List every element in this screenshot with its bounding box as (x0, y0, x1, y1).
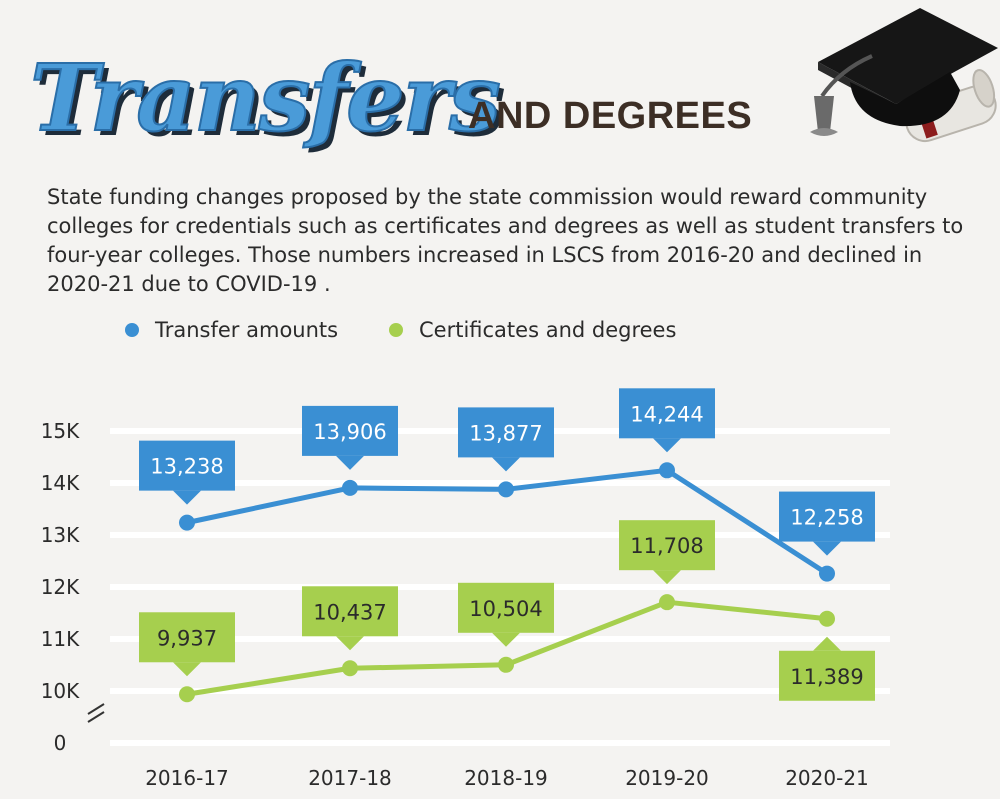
legend-label-transfer: Transfer amounts (155, 318, 339, 342)
data-label-box (779, 650, 875, 701)
data-label: 13,238 (150, 455, 223, 479)
data-label: 13,877 (469, 421, 542, 445)
x-tick-label: 2019-20 (625, 766, 709, 790)
legend-item-certificates: Certificates and degrees (389, 318, 676, 342)
data-point (498, 481, 514, 498)
data-label-pointer (653, 570, 681, 585)
y-tick-label: 0 (54, 731, 67, 755)
data-label-box (619, 520, 715, 571)
data-label: 11,708 (630, 534, 703, 558)
data-point (342, 660, 358, 677)
data-label: 12,258 (790, 506, 863, 530)
legend-dot-transfer (125, 323, 139, 337)
data-label-callout: 11,708 (619, 520, 715, 585)
data-point (179, 514, 195, 531)
data-label: 13,906 (313, 420, 386, 444)
data-labels: 13,238 13,906 13,877 14,244 12,258 9,937 10,43… (139, 388, 875, 701)
y-tick-label: 10K (41, 679, 80, 703)
data-label-pointer (653, 438, 681, 453)
graduation-cap-icon (810, 8, 998, 136)
data-label-callout: 10,437 (302, 586, 398, 651)
data-label-box (619, 388, 715, 439)
data-label: 9,937 (157, 626, 217, 650)
legend-item-transfer: Transfer amounts (125, 318, 338, 342)
title-sub: AND DEGREES (468, 95, 753, 137)
data-label: 10,437 (313, 600, 386, 624)
data-label-callout: 11,389 (779, 636, 875, 701)
y-tick-label: 11K (41, 627, 80, 651)
y-tick-label: 15K (41, 419, 80, 443)
legend-dot-certificates (389, 323, 403, 337)
x-tick-label: 2016-17 (145, 766, 229, 790)
x-tick-label: 2018-19 (464, 766, 548, 790)
data-point (659, 462, 675, 479)
y-tick-label: 14K (41, 471, 80, 495)
data-point (179, 686, 195, 703)
data-label-callout: 10,504 (458, 582, 554, 647)
y-tick-label: 13K (41, 523, 80, 547)
legend-label-certificates: Certificates and degrees (419, 318, 677, 342)
data-label-callout: 13,906 (302, 405, 398, 470)
data-label-box (139, 612, 235, 663)
data-label-box (302, 405, 398, 456)
data-label: 10,504 (469, 597, 542, 621)
data-label-pointer (336, 636, 364, 651)
graduation-cap-illustration (810, 8, 998, 143)
data-point (342, 479, 358, 496)
chart-series (179, 462, 835, 703)
intro-text: State funding changes proposed by the st… (47, 185, 964, 296)
data-label-box (302, 586, 398, 637)
x-axis: 2016-17 2017-18 2018-19 2019-20 2020-21 (145, 766, 869, 790)
data-label-pointer (336, 455, 364, 470)
data-point (659, 594, 675, 611)
data-label-callout: 14,244 (619, 388, 715, 453)
data-label-pointer (173, 490, 201, 505)
data-point (819, 565, 835, 582)
axis-break-mark (87, 703, 105, 723)
data-point (498, 656, 514, 673)
data-label-box (139, 440, 235, 491)
data-label: 11,389 (790, 665, 863, 689)
data-label-callout: 9,937 (139, 612, 235, 677)
data-label-callout: 13,238 (139, 440, 235, 505)
x-tick-label: 2017-18 (308, 766, 392, 790)
data-label-box (458, 582, 554, 633)
data-label-box (779, 491, 875, 542)
data-label-box (458, 407, 554, 458)
data-label-callout: 12,258 (779, 491, 875, 556)
data-label: 14,244 (630, 402, 703, 426)
data-label-pointer (173, 662, 201, 677)
y-axis: 15K 14K 13K 12K 11K 10K 0 (41, 419, 80, 755)
data-label-pointer (492, 457, 520, 472)
data-label-pointer (492, 632, 520, 647)
x-tick-label: 2020-21 (785, 766, 869, 790)
data-label-callout: 13,877 (458, 407, 554, 472)
y-tick-label: 12K (41, 575, 80, 599)
data-label-pointer (813, 541, 841, 556)
title-main: Transfers (29, 44, 502, 152)
data-label-pointer (813, 636, 841, 651)
data-point (819, 610, 835, 627)
